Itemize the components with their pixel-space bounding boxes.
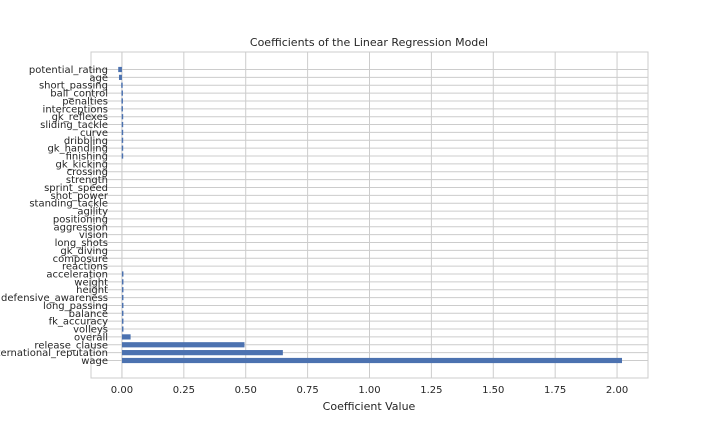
y-tick-label: shot_power <box>51 191 109 202</box>
y-tick-label: positioning <box>53 214 108 225</box>
y-tick-labels: potential_ratingageshort_passingball_con… <box>0 65 109 367</box>
y-tick-label: aggression <box>53 222 108 233</box>
y-tick-label: curve <box>80 128 108 139</box>
y-tick-label: gk_handling <box>47 144 108 155</box>
bar-curve <box>121 129 124 136</box>
x-tick-label: 1.50 <box>482 385 504 396</box>
bar-wage <box>121 357 623 364</box>
y-tick-label: dribbling <box>64 136 108 147</box>
x-axis-label: Coefficient Value <box>323 400 416 413</box>
bar-defensive-awareness <box>121 294 124 301</box>
y-tick-label: gk_reflexes <box>52 112 108 123</box>
x-tick-label: 1.25 <box>420 385 442 396</box>
y-tick-label: height <box>76 285 108 296</box>
x-tick-label: 0.50 <box>235 385 257 396</box>
bar-sliding-tackle <box>121 121 124 128</box>
y-tick-label: defensive_awareness <box>1 293 108 304</box>
y-tick-label: interceptions <box>43 104 108 115</box>
bar-potential-rating <box>118 66 122 73</box>
y-tick-label: ball_control <box>50 89 108 100</box>
y-tick-label: gk_kicking <box>56 159 108 170</box>
y-tick-label: release_clause <box>34 340 108 351</box>
bar-release-clause <box>121 342 245 348</box>
y-tick-label: penalties <box>62 96 108 107</box>
x-tick-labels: 0.00 0.25 0.50 0.75 1.00 1.25 1.50 1.75 2.00 <box>111 385 628 396</box>
y-tick-label: balance <box>69 309 108 320</box>
y-tick-label: long_shots <box>55 238 108 249</box>
bar-acceleration <box>121 271 124 277</box>
bar-weight <box>121 279 124 285</box>
bar-balance <box>121 310 124 316</box>
bar-penalties <box>121 98 123 104</box>
y-tick-label: sprint_speed <box>44 183 108 194</box>
y-tick-label: acceleration <box>46 269 108 280</box>
y-tick-label: vision <box>79 230 108 241</box>
y-tick-label: sliding_tackle <box>40 120 108 131</box>
y-tick-label: finishing <box>66 152 108 163</box>
x-tick-label: 1.00 <box>358 385 380 396</box>
y-tick-label: gk_diving <box>60 246 108 257</box>
x-tick-label: 0.25 <box>173 385 195 396</box>
bar-dribbling <box>121 137 124 143</box>
y-tick-label: reactions <box>62 262 108 273</box>
bar-international-reputation <box>121 350 283 356</box>
x-tick-label: 0.75 <box>296 385 318 396</box>
y-tick-label: strength <box>66 175 108 186</box>
bars <box>118 66 623 364</box>
bar-long-passing <box>121 302 124 309</box>
bar-finishing <box>121 153 124 159</box>
bar-short-passing <box>121 82 123 88</box>
bar-fk-accuracy <box>121 318 124 324</box>
bar-age <box>118 74 122 80</box>
y-tick-label: composure <box>53 254 108 265</box>
bar-ball-control <box>121 90 123 96</box>
y-tick-label: standing_tackle <box>29 199 108 210</box>
y-tick-label: weight <box>74 277 108 288</box>
y-tick-label: long_passing <box>43 301 108 312</box>
y-tick-label: fk_accuracy <box>49 317 109 328</box>
chart-title: Coefficients of the Linear Regression Mo… <box>250 36 488 49</box>
x-tick-label: 2.00 <box>606 385 628 396</box>
y-tick-label: overall <box>74 332 108 343</box>
bar-height <box>121 287 124 293</box>
y-tick-label: international_reputation <box>0 348 108 359</box>
bar-overall <box>121 334 131 340</box>
y-tick-label: potential_rating <box>29 65 108 76</box>
y-tick-label: agility <box>77 207 108 218</box>
bar-volleys <box>121 326 124 332</box>
bar-gk-reflexes <box>121 114 124 120</box>
bar-interceptions <box>121 106 123 112</box>
x-tick-label: 0.00 <box>111 385 133 396</box>
y-tick-label: short_passing <box>39 81 108 92</box>
y-tick-label: age <box>89 73 108 84</box>
x-tick-label: 1.75 <box>544 385 566 396</box>
bar-gk-handling <box>121 145 124 151</box>
y-tick-label: volleys <box>73 325 108 336</box>
y-tick-label: wage <box>81 356 108 367</box>
y-tick-label: crossing <box>67 167 108 178</box>
